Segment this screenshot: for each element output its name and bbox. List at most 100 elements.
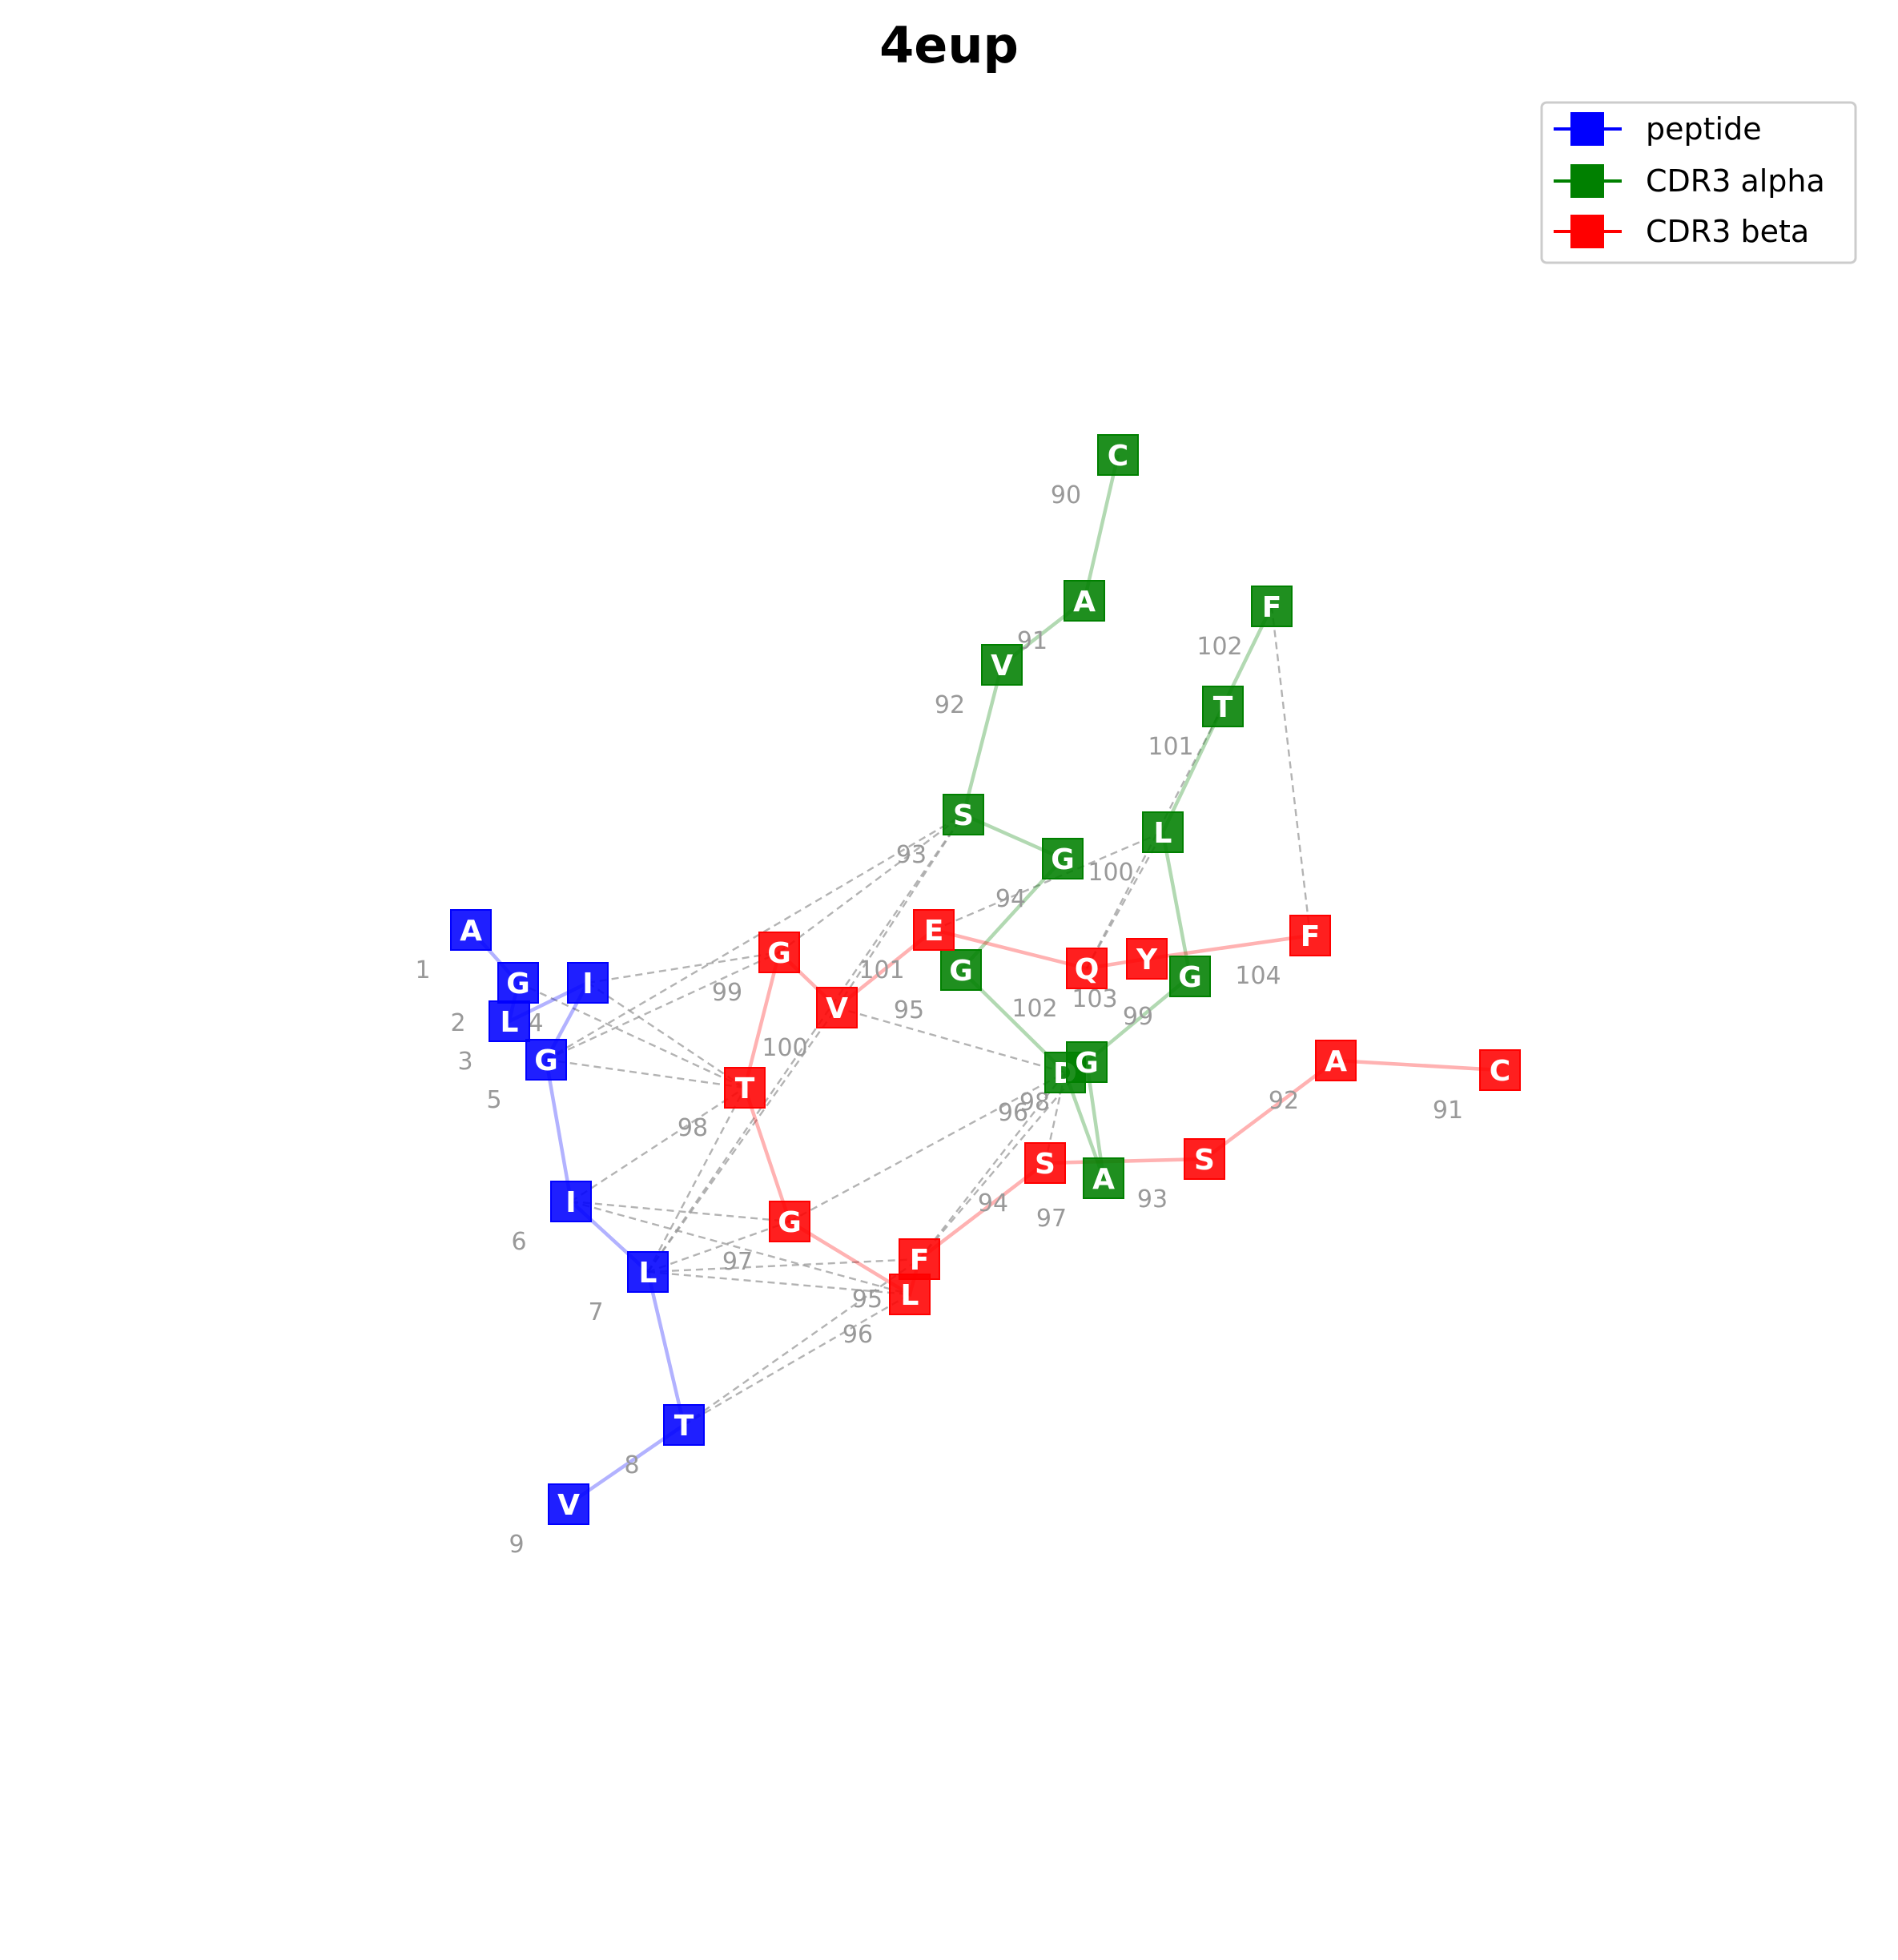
residue-square (1202, 686, 1244, 727)
residue-square (1083, 1157, 1124, 1199)
residue-square (1289, 915, 1331, 956)
residue-node-cdr3-alpha: G (1042, 838, 1084, 879)
residue-number-cdr3-alpha: 99 (1123, 1003, 1153, 1031)
residue-number-peptide: 8 (624, 1451, 639, 1479)
residue-square (724, 1067, 766, 1109)
residue-number-cdr3-beta: 96 (842, 1321, 873, 1349)
legend-marker-cdr3-alpha (1570, 164, 1604, 198)
contact-edge (683, 1258, 920, 1426)
contact-edge (570, 1200, 790, 1223)
residue-letter: I (582, 968, 593, 1000)
residue-square (627, 1251, 669, 1293)
residue-node-peptide: T (663, 1404, 705, 1446)
residue-node-cdr3-beta: V (816, 987, 858, 1028)
residue-letter: G (949, 955, 973, 988)
residue-node-cdr3-alpha: V (981, 644, 1023, 686)
residue-number-cdr3-beta: 92 (1269, 1087, 1299, 1115)
residue-square (489, 1000, 530, 1042)
residue-letter: S (1035, 1148, 1056, 1181)
residue-square (889, 1274, 931, 1315)
residue-letter: S (1194, 1144, 1215, 1177)
contact-edge (545, 1058, 746, 1089)
residue-node-cdr3-alpha: G (1169, 956, 1211, 997)
residue-letter: F (1262, 591, 1282, 624)
residue-node-cdr3-beta: Q (1066, 948, 1108, 989)
backbone-cdr3-beta (742, 928, 1501, 1298)
residue-number-cdr3-beta: 104 (1235, 962, 1281, 990)
residue-number-cdr3-alpha: 95 (894, 996, 924, 1024)
residue-node-cdr3-beta: L (889, 1274, 931, 1315)
residue-letter: L (1154, 817, 1172, 850)
figure-title: 4eup (879, 16, 1019, 74)
legend-label-peptide: peptide (1646, 111, 1762, 147)
residue-letter: Q (1075, 953, 1100, 986)
contact-edge (545, 813, 964, 1061)
residue-node-cdr3-beta: S (1024, 1142, 1066, 1184)
residue-node-cdr3-beta: G (769, 1201, 810, 1242)
legend-entry-cdr3-alpha: CDR3 alpha (1554, 163, 1825, 199)
residue-number-peptide: 9 (509, 1531, 524, 1559)
residue-square (525, 1039, 567, 1081)
residue-number-cdr3-alpha: 102 (1196, 633, 1242, 661)
residue-letter: G (767, 937, 791, 970)
contact-edge (587, 951, 780, 984)
residue-node-cdr3-beta: Y (1126, 938, 1168, 980)
contact-edge (919, 1061, 1088, 1260)
residue-letter: V (991, 650, 1013, 682)
residue-node-peptide: L (489, 1000, 530, 1042)
residue-node-peptide: G (497, 962, 539, 1004)
residue-number-peptide: 5 (486, 1086, 501, 1114)
residue-node-peptide: A (450, 909, 492, 951)
legend: peptide CDR3 alpha CDR3 beta (1540, 101, 1857, 264)
residue-node-cdr3-alpha: C (1097, 434, 1139, 476)
residue-number-cdr3-beta: 99 (712, 979, 742, 1007)
residue-number-cdr3-alpha: 94 (995, 885, 1026, 913)
residue-square (940, 949, 982, 991)
residue-node-cdr3-beta: S (1184, 1138, 1225, 1180)
residue-square (1064, 580, 1105, 622)
residue-letter: E (924, 915, 944, 948)
residue-node-cdr3-beta: T (724, 1067, 766, 1109)
legend-marker-cdr3-beta (1570, 215, 1604, 248)
residue-letter: L (501, 1006, 519, 1039)
residue-number-peptide: 6 (511, 1228, 526, 1256)
residue-square (1169, 956, 1211, 997)
legend-marker-peptide (1570, 112, 1604, 146)
contact-edge (778, 814, 964, 953)
residue-node-cdr3-alpha: A (1064, 580, 1105, 622)
contact-edge (836, 1006, 1066, 1074)
residue-square (1066, 948, 1108, 989)
residue-number-cdr3-beta: 101 (859, 956, 904, 984)
residue-square (550, 1181, 592, 1222)
residue-number-cdr3-alpha: 96 (998, 1099, 1028, 1127)
residue-square (663, 1404, 705, 1446)
residue-number-cdr3-alpha: 92 (935, 691, 965, 719)
contact-edge (570, 1086, 746, 1203)
residue-letter: V (557, 1489, 580, 1522)
residue-square (1066, 1041, 1108, 1083)
contact-edge (789, 1071, 1066, 1223)
residue-number-cdr3-alpha: 100 (1088, 859, 1133, 887)
residue-square (758, 932, 800, 973)
residue-node-cdr3-beta: F (899, 1238, 940, 1280)
residue-number-cdr3-beta: 102 (1011, 995, 1057, 1023)
contact-edge (545, 951, 780, 1061)
residue-number-cdr3-beta: 97 (722, 1248, 753, 1276)
residue-number-cdr3-alpha: 90 (1051, 481, 1081, 509)
residue-number-peptide: 7 (588, 1298, 603, 1326)
residue-node-peptide: V (548, 1483, 589, 1525)
residue-number-cdr3-beta: 95 (852, 1286, 883, 1314)
residue-node-cdr3-alpha: F (1251, 586, 1293, 627)
residue-letter: T (674, 1410, 694, 1443)
legend-entry-cdr3-beta: CDR3 beta (1554, 214, 1809, 249)
residue-letter: G (1051, 843, 1075, 876)
contact-edge (647, 1270, 911, 1296)
residue-square (1024, 1142, 1066, 1184)
residue-number-peptide: 3 (457, 1048, 472, 1076)
residue-number-cdr3-beta: 93 (1137, 1185, 1168, 1213)
contact-edge (835, 814, 965, 1008)
residue-square (1184, 1138, 1225, 1180)
residue-node-cdr3-alpha: L (1142, 811, 1184, 853)
residue-letter: L (639, 1257, 657, 1290)
residue-letter: C (1490, 1055, 1510, 1088)
